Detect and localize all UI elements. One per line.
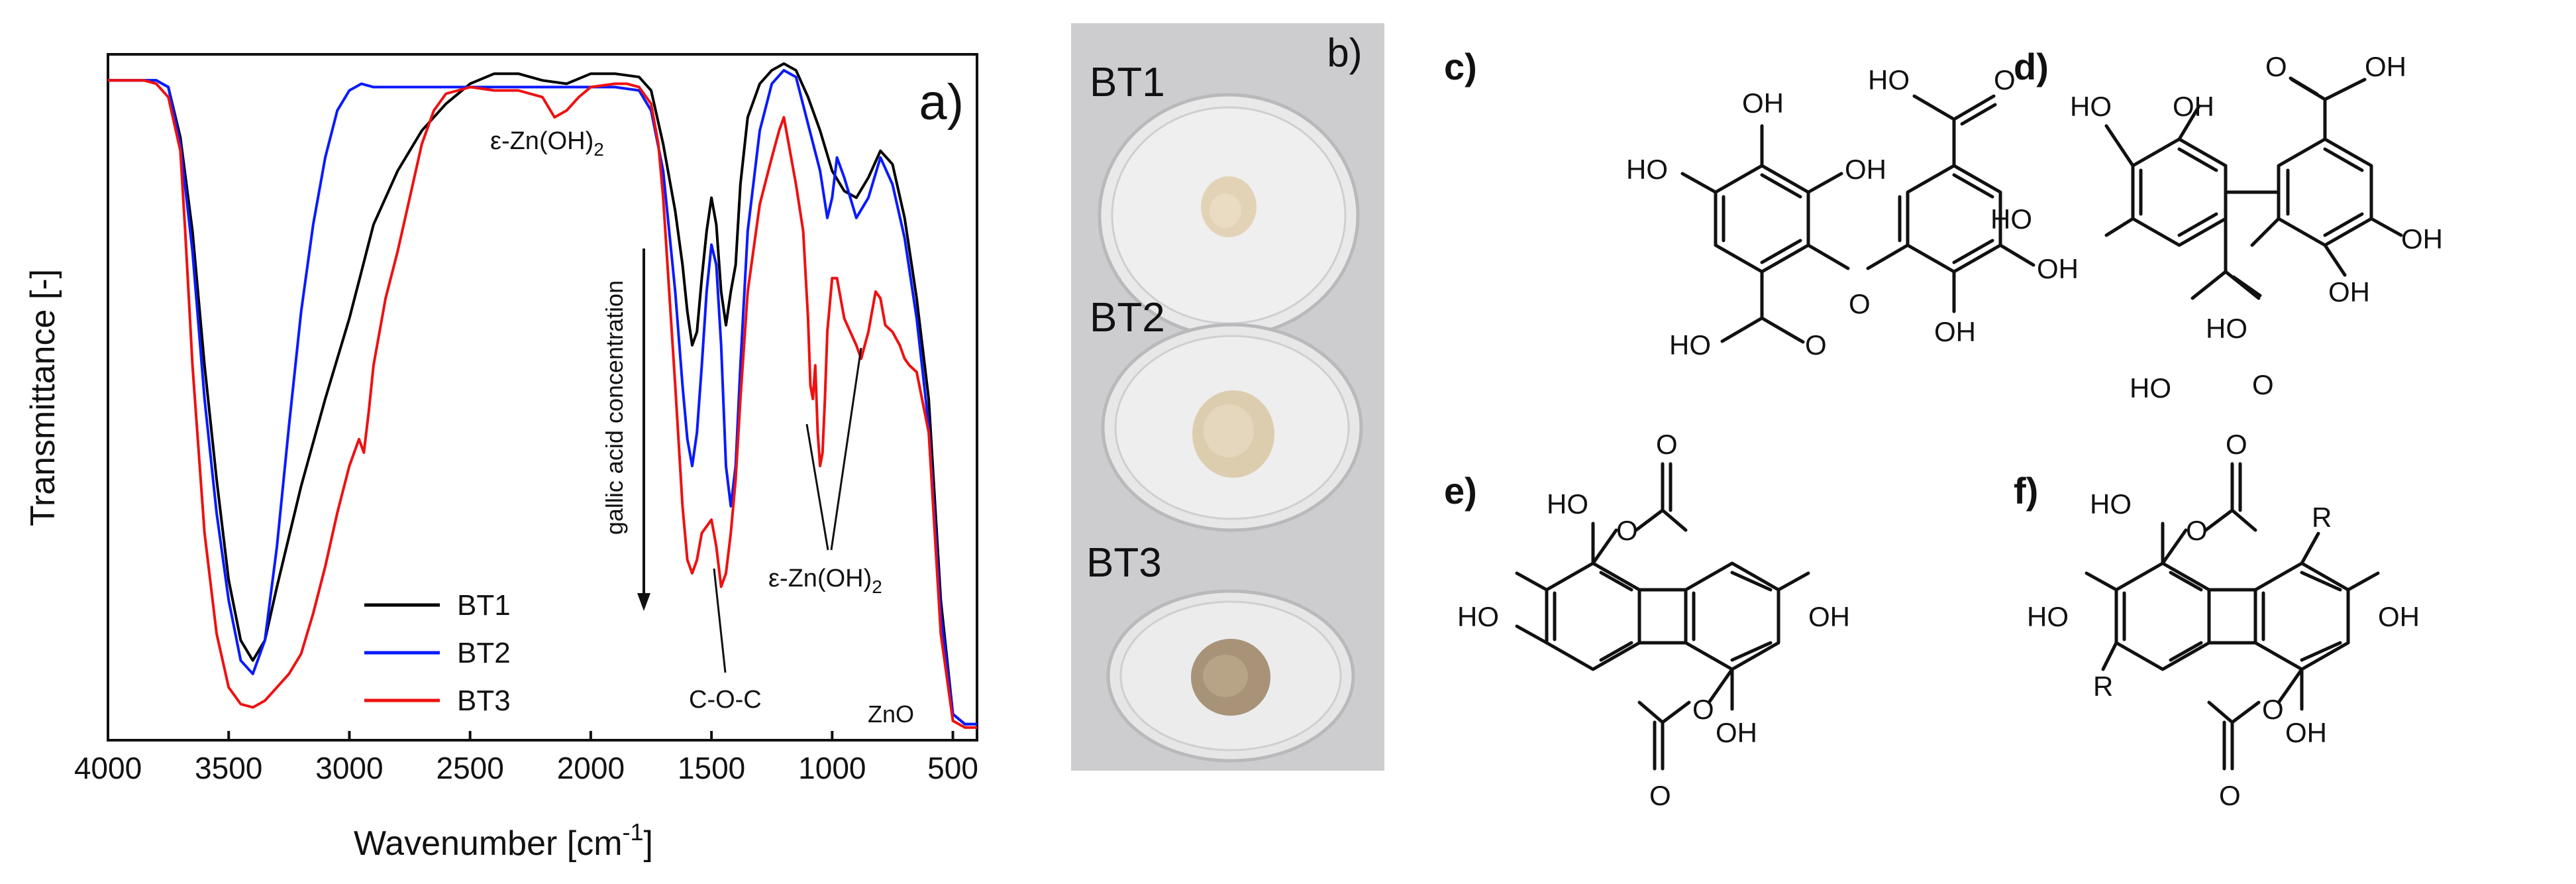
series-line-bt2 — [108, 69, 977, 726]
oh-c8: OH — [2037, 253, 2079, 284]
molecule-e: e) O O O O HO HO OH OH — [1444, 429, 1850, 811]
petri-dish-bt3 — [1106, 589, 1355, 763]
o-f4: O — [2219, 780, 2241, 811]
oh-d5: OH — [2365, 51, 2406, 82]
series-line-bt3 — [108, 79, 977, 729]
oh-c9: OH — [1934, 316, 1976, 347]
coc-leader — [713, 568, 727, 673]
legend-label-bt3: BT3 — [457, 685, 511, 717]
x-tick-label: 3000 — [315, 751, 383, 785]
o-e4: O — [1649, 780, 1671, 811]
molecule-d: d) HO OH HO O OH OH HO OH HO O HO — [1990, 46, 2443, 404]
oh-c2: OH — [1845, 154, 1886, 185]
r-f7: R — [2093, 671, 2113, 702]
oh-f9: OH — [2378, 601, 2420, 632]
ho-c6: HO — [1868, 64, 1910, 95]
x-ticks: 4000 3500 3000 2500 2000 1500 1000 500 — [74, 731, 978, 785]
ring-d-right — [2277, 137, 2373, 247]
ho-c3: HO — [1626, 154, 1668, 185]
ho-d7: HO — [2206, 313, 2247, 344]
x-tick-label: 1000 — [798, 751, 866, 785]
ho-d9: HO — [2130, 372, 2171, 404]
ho-e6: HO — [1457, 601, 1499, 632]
annotation-zn-oh-mid: ε-Zn(OH)2 — [768, 565, 882, 597]
ho-d1: HO — [2070, 91, 2112, 122]
ether-bonds — [1806, 243, 1910, 270]
molecule-c: c) O OH OH HO O HO HO O OH OH — [1444, 46, 2079, 360]
r-f8: R — [2312, 502, 2332, 533]
ftir-chart: 4000 3500 3000 2500 2000 1500 1000 500 a) Waven… — [24, 53, 978, 863]
oh-c1: OH — [1742, 87, 1784, 119]
o-e1: O — [1616, 515, 1638, 546]
series-line-bt1 — [108, 62, 977, 726]
plot-frame — [107, 53, 978, 742]
x-axis-label: Wavenumber [cm-1] — [354, 818, 653, 863]
panel-label-e: e) — [1444, 470, 1477, 512]
ring-e-right — [1684, 561, 1780, 671]
o-d10: O — [2252, 369, 2274, 400]
ring-left — [1714, 164, 1810, 274]
zn-oh-leader-1 — [805, 423, 829, 551]
annotation-gallic-acid: gallic acid concentration — [601, 280, 628, 535]
series-layer — [108, 62, 977, 729]
annotation-zn-oh-top: ε-Zn(OH)2 — [490, 127, 604, 160]
oh-e8: OH — [1716, 717, 1757, 748]
sample-photo: b) BT1 BT2 BT3 — [1071, 23, 1384, 771]
annotation-zno: ZnO — [868, 700, 914, 728]
oh-e7: OH — [1808, 601, 1850, 632]
o-d4: O — [2265, 51, 2287, 82]
o-f1: O — [2186, 515, 2208, 546]
y-axis-label: Transmittance [-] — [24, 269, 62, 526]
ring-e-left — [1545, 561, 1641, 671]
o-f3: O — [2262, 694, 2284, 725]
o-c7: O — [1994, 64, 2016, 95]
ring-f-left — [2114, 561, 2211, 671]
petri-dish-bt2 — [1101, 323, 1363, 532]
x-tick-label: 4000 — [74, 751, 142, 785]
zn-oh-leader-2 — [830, 347, 862, 551]
panel-label-b: b) — [1327, 30, 1362, 75]
panel-label-c: c) — [1444, 46, 1477, 87]
legend: BT1 BT2 BT3 — [364, 589, 511, 717]
ring-right — [1906, 164, 2002, 274]
ho-c5: HO — [1669, 329, 1711, 360]
ho-f5: HO — [2090, 488, 2132, 520]
ho-d3: HO — [1990, 203, 2032, 235]
o-f2: O — [2226, 429, 2247, 460]
x-tick-label: 3500 — [195, 751, 262, 785]
panel-label-a: a) — [919, 74, 964, 131]
legend-label-bt1: BT1 — [457, 589, 511, 622]
gallic-arrow-head — [637, 593, 650, 611]
panel-label-d: d) — [2014, 46, 2049, 87]
legend-label-bt2: BT2 — [457, 637, 511, 669]
photo-label-bt2: BT2 — [1090, 295, 1165, 341]
ring-f-right — [2253, 561, 2350, 671]
molecule-f: f) O O O O HO HO R R OH OH — [2014, 429, 2420, 811]
ether-oxygen: O — [1849, 288, 1871, 319]
ho-f6: HO — [2027, 601, 2069, 632]
oh-d6: OH — [2401, 223, 2443, 254]
x-tick-label: 500 — [927, 751, 978, 785]
panel-label-f: f) — [2014, 470, 2038, 512]
x-tick-label: 2500 — [436, 751, 503, 785]
photo-label-bt3: BT3 — [1086, 540, 1162, 586]
x-tick-label: 2000 — [557, 751, 625, 785]
annotation-coc: C-O-C — [689, 686, 762, 714]
x-tick-label: 1500 — [678, 751, 745, 785]
oh-d2: OH — [2173, 91, 2214, 122]
oh-d8: OH — [2328, 276, 2370, 307]
o-e2: O — [1656, 429, 1678, 460]
o-e3: O — [1692, 694, 1714, 725]
ring-d-left — [2131, 137, 2228, 247]
o-c4: O — [1805, 329, 1827, 360]
oh-f10: OH — [2285, 717, 2327, 748]
ho-e5: HO — [1547, 488, 1588, 520]
petri-dish-bt1 — [1098, 93, 1360, 338]
photo-label-bt1: BT1 — [1090, 60, 1165, 105]
